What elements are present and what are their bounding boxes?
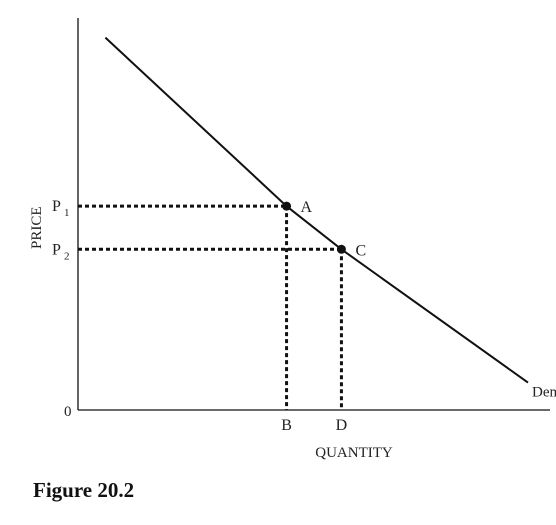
points-layer [282,201,346,254]
labels-layer: DemandABP1CDP20QUANTITYPRICE [29,198,556,461]
figure-caption: Figure 20.2 [33,478,135,502]
y-axis-title: PRICE [29,206,45,249]
guides-layer [78,204,343,410]
point-label-c: C [355,242,366,259]
y-tick-p2: P [52,241,61,258]
x-tick-d: D [336,417,348,434]
demand-curve [104,36,529,384]
x-axis-title: QUANTITY [315,445,393,461]
demand-chart: DemandABP1CDP20QUANTITYPRICE [29,18,556,461]
x-tick-b: B [281,417,292,434]
y-tick-sub-2: 2 [64,250,70,262]
series-label-demand: Demand [532,385,556,401]
origin-label: 0 [64,404,72,420]
point-c [336,244,346,254]
point-a [282,201,292,211]
point-label-a: A [301,199,313,216]
y-tick-sub-1: 1 [64,207,70,219]
axes-layer [77,18,550,411]
series-layer [104,36,529,384]
y-tick-p1: P [52,198,61,215]
